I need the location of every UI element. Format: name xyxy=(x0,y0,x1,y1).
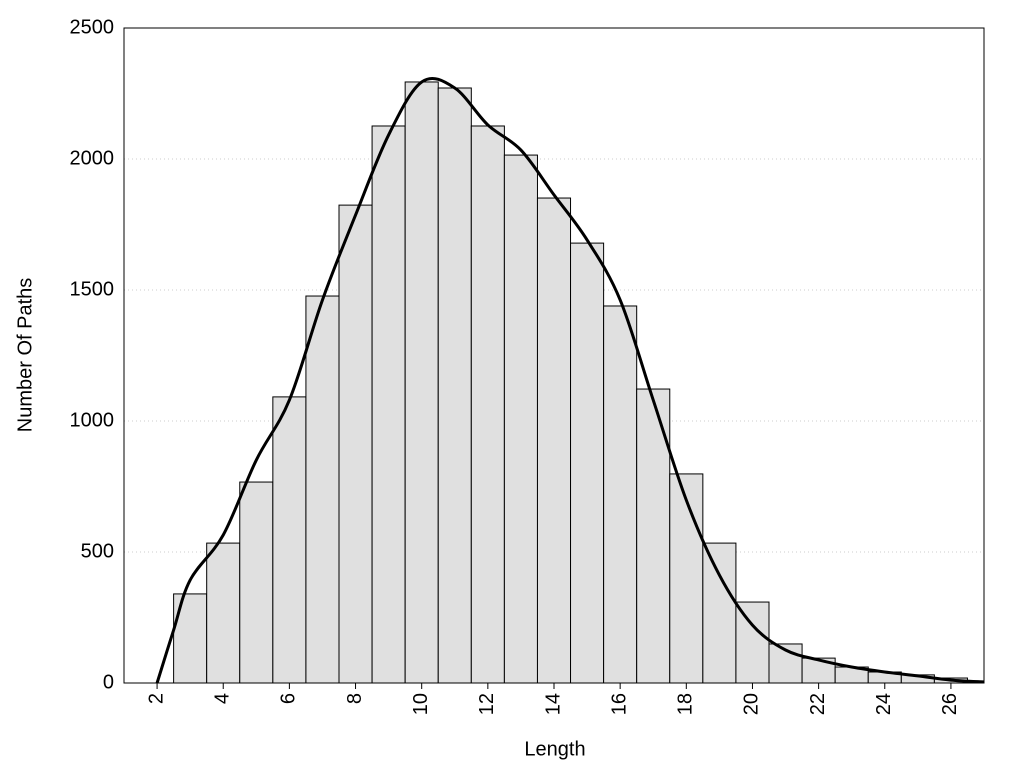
curve xyxy=(155,77,985,684)
bar xyxy=(206,542,241,684)
bar xyxy=(305,295,340,684)
bar xyxy=(603,305,638,684)
bar xyxy=(437,87,472,684)
bar xyxy=(735,601,770,684)
x-tick-label: 26 xyxy=(939,693,961,715)
x-tick-label: 22 xyxy=(807,693,829,715)
bar xyxy=(470,125,505,684)
x-tick-label: 10 xyxy=(410,693,432,715)
bar xyxy=(503,154,538,684)
x-tick-label: 6 xyxy=(278,693,300,704)
y-tick-label: 1000 xyxy=(70,409,115,431)
x-tick-label: 2 xyxy=(145,693,167,704)
bar xyxy=(669,473,704,684)
x-tick-label: 18 xyxy=(675,693,697,715)
y-tick-label: 500 xyxy=(81,540,114,562)
x-tick-label: 8 xyxy=(344,693,366,704)
y-tick-label: 0 xyxy=(103,671,114,693)
y-tick-label: 2500 xyxy=(70,16,115,38)
x-tick-label: 16 xyxy=(608,693,630,715)
y-axis-label: Number Of Paths xyxy=(14,278,36,433)
x-tick-label: 12 xyxy=(476,693,498,715)
bar xyxy=(536,197,572,684)
y-tick-label: 2000 xyxy=(70,147,115,169)
bar xyxy=(702,542,737,684)
x-tick-label: 24 xyxy=(873,693,895,715)
y-tick-label: 1500 xyxy=(70,278,115,300)
x-tick-label: 20 xyxy=(741,693,763,715)
x-axis-label: Length xyxy=(524,738,585,760)
x-tick-label: 4 xyxy=(212,693,234,704)
bar xyxy=(239,481,274,684)
plot-frame xyxy=(123,27,985,684)
bar xyxy=(570,242,605,684)
x-tick-label: 14 xyxy=(542,693,564,715)
bar xyxy=(404,81,439,684)
bar xyxy=(338,204,373,684)
bar xyxy=(371,125,406,684)
bar xyxy=(272,396,307,684)
